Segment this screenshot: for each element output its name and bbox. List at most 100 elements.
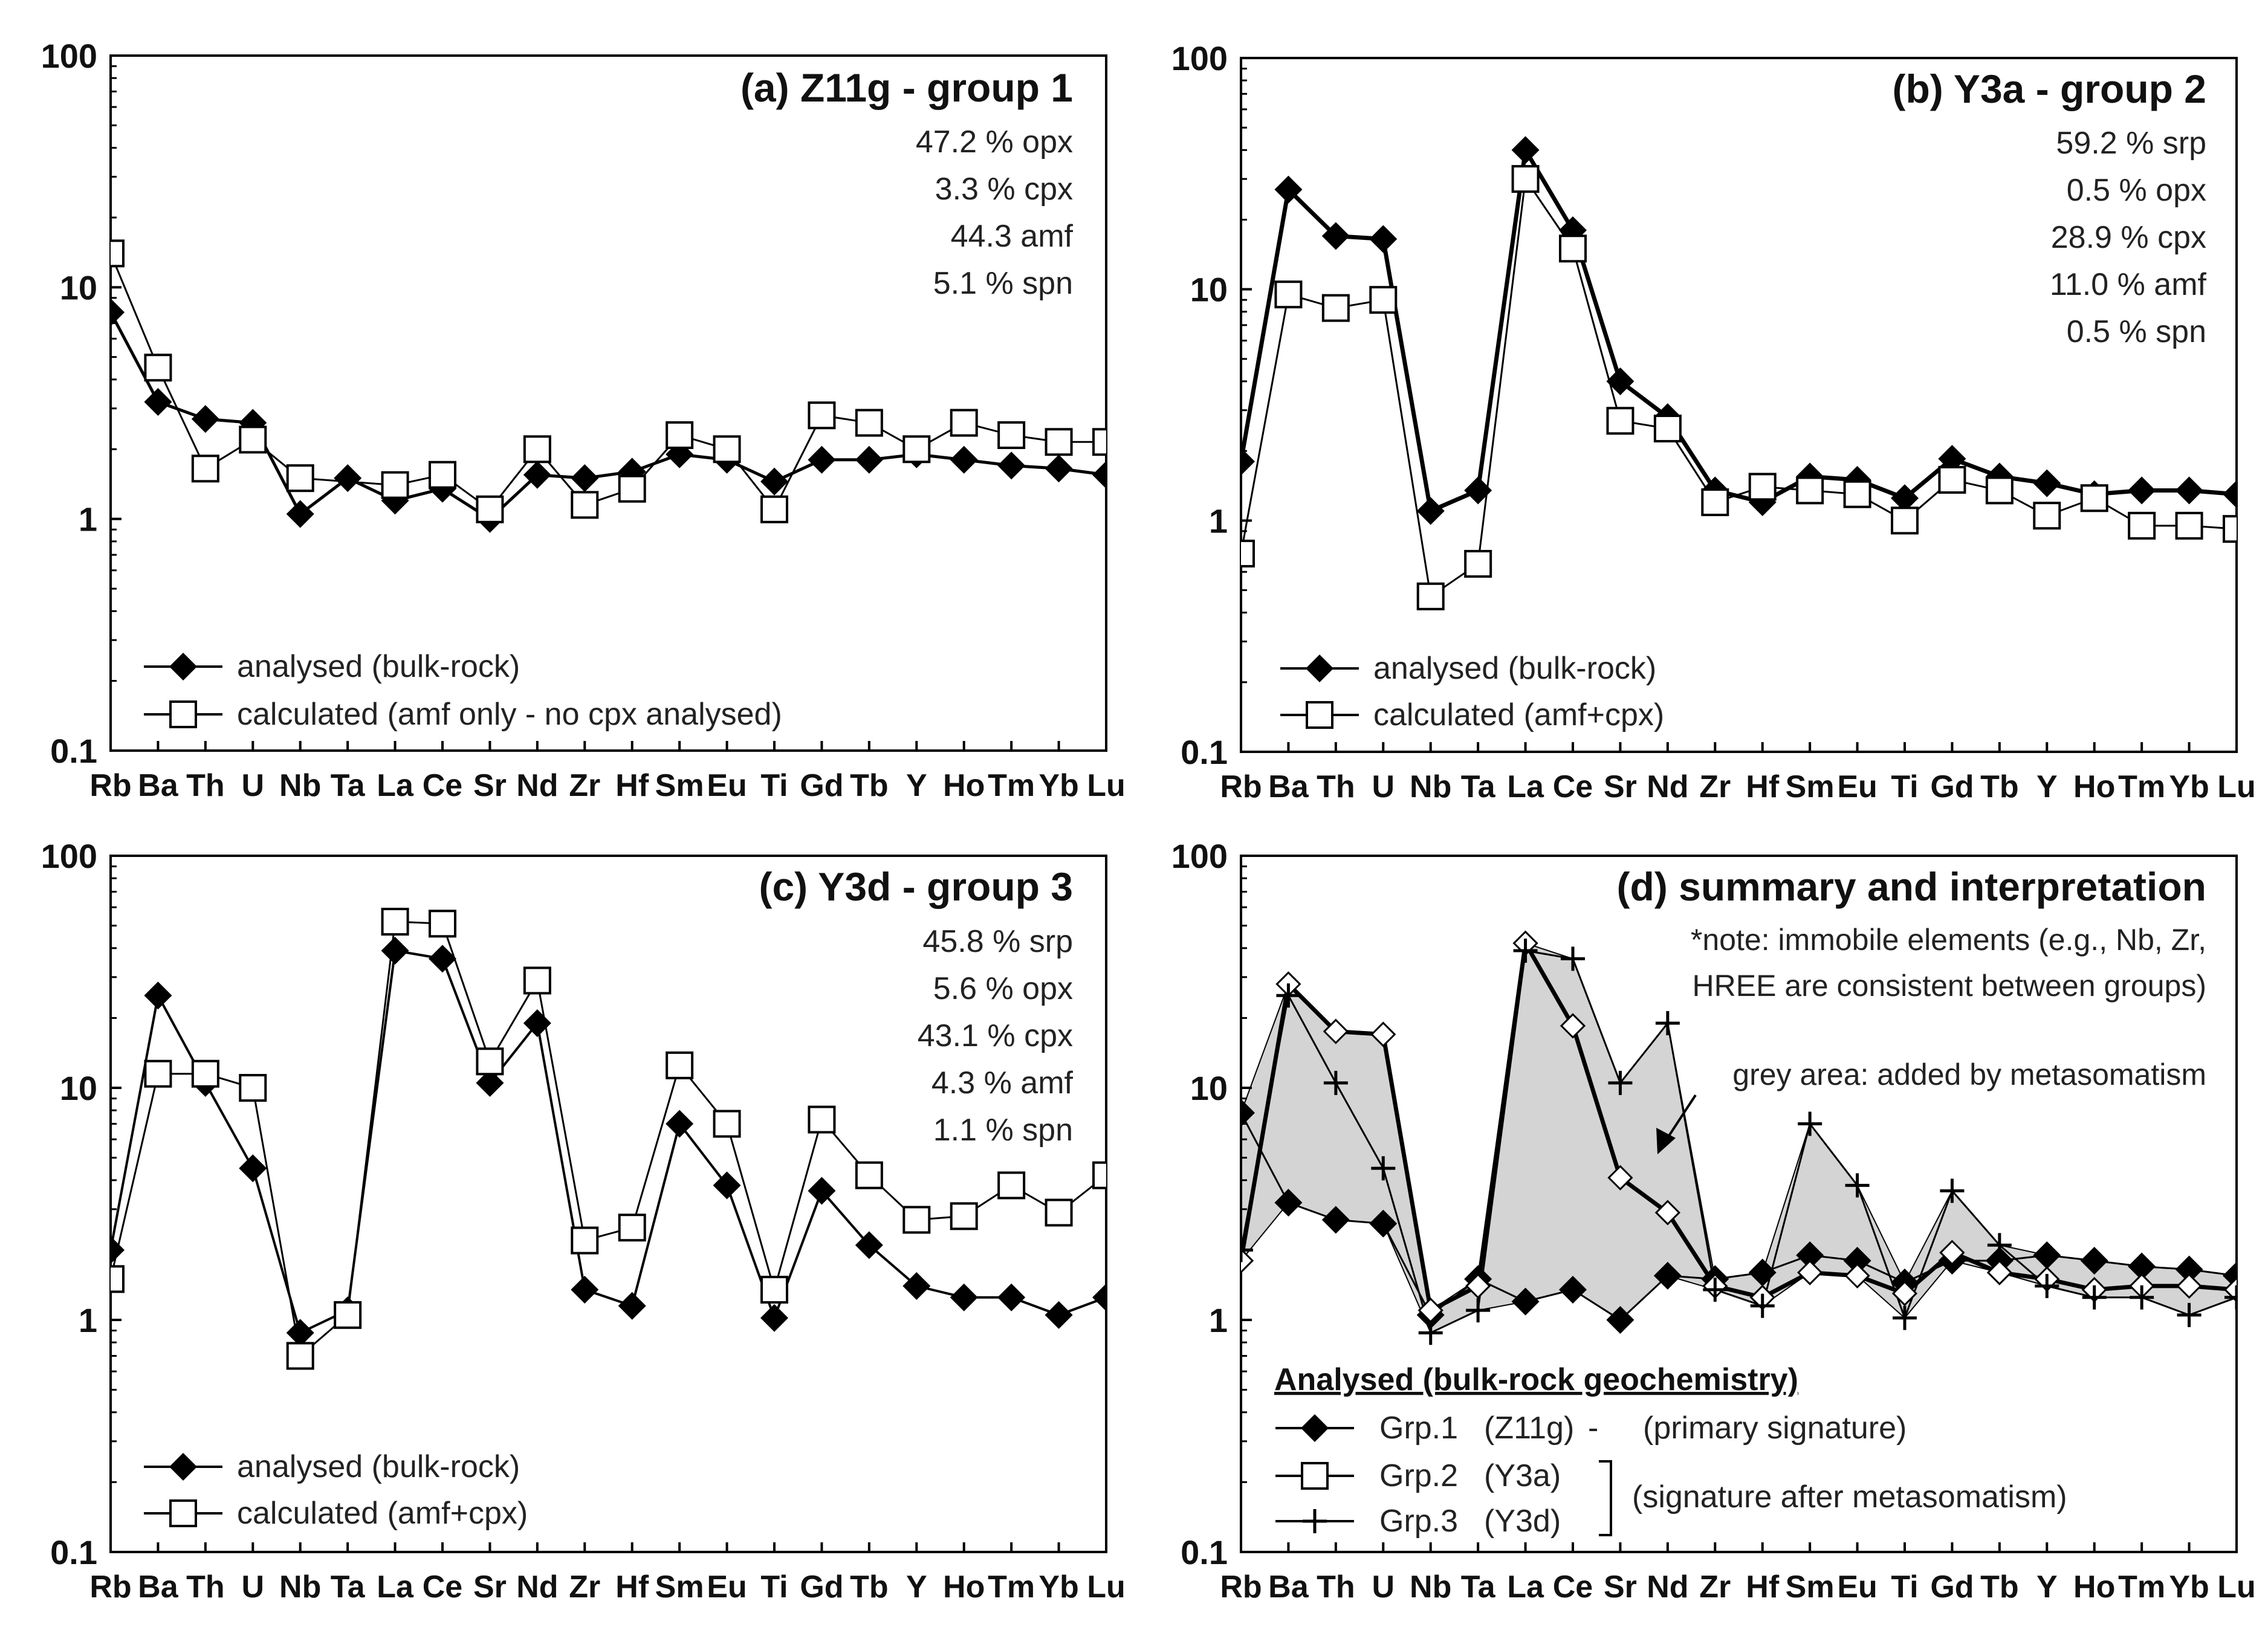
series-line [111,311,1106,521]
y-tick-label: 10 [1190,271,1228,309]
x-tick-label: Rb [89,1570,131,1605]
x-tick-label: Ce [1553,769,1593,804]
plot-frame [109,54,1107,752]
data-point [1511,136,1540,164]
data-point [1092,428,1106,456]
data-point [855,1231,883,1259]
data-point [1465,1273,1491,1299]
x-tick-label: Sm [655,768,704,803]
x-tick-label: Ta [1461,1570,1496,1605]
x-tick-label: Th [186,768,225,803]
data-point [808,401,836,430]
data-point [1843,480,1871,508]
y-tick-label: 100 [41,37,97,75]
annotation: 43.1 % cpx [918,1018,1073,1053]
data-point [1045,1301,1073,1329]
data-point [1938,445,1966,473]
data-point [618,1214,646,1242]
data-point [523,1009,551,1037]
y-tick-label: 1 [1209,502,1228,540]
x-tick-label: Zr [569,1570,600,1605]
x-tick-label: Lu [2217,1570,2256,1605]
annotation: 59.2 % srp [2056,126,2206,161]
legend-label: Grp.2 [1379,1458,1458,1493]
data-point [1653,415,1682,443]
legend-marker-diamond [1301,1414,1329,1442]
data-point [191,1059,219,1088]
legend-marker-diamond [1306,655,1333,682]
data-point [571,464,599,493]
data-point [571,1275,599,1304]
x-tick-label: Ti [760,1570,788,1605]
annotation: 5.1 % spn [933,266,1073,301]
data-point [2223,480,2237,508]
data-point [855,409,883,437]
data-point [476,495,504,523]
x-tick-label: Hf [615,768,649,803]
data-point [2176,1273,2202,1299]
x-tick-label: Y [2036,769,2058,804]
x-tick-label: Sr [1604,769,1637,804]
annotation: 3.3 % cpx [935,172,1073,207]
x-tick-label: Y [2036,1570,2058,1605]
data-point [2128,511,2156,540]
x-tick-label: Ti [1891,769,1918,804]
annotation: 47.2 % opx [916,124,1073,160]
data-point [2033,1241,2061,1269]
data-point [144,354,172,382]
x-tick-label: Ho [943,768,985,803]
x-tick-label: Eu [707,1570,747,1605]
x-tick-label: U [1372,769,1395,804]
data-point [1092,1283,1106,1311]
data-point [1369,286,1398,314]
data-point [286,500,314,528]
data-point [476,1069,504,1097]
data-point [1891,484,1919,512]
annotation: 28.9 % cpx [2051,220,2206,255]
plot-frame [1240,855,2238,1553]
x-tick-label: Eu [707,768,747,803]
data-point [713,1171,741,1200]
data-point [523,461,551,489]
data-point [1274,175,1303,204]
x-tick-label: Nd [516,768,558,803]
data-point [855,1161,883,1189]
data-point [523,966,551,995]
series-area [1241,930,2237,1345]
y-tick-label: 10 [60,268,97,306]
data-point [1045,428,1073,456]
x-tick-label: Ce [423,1570,462,1605]
legend-marker-diamond [169,1453,197,1481]
chart-title: (a) Z11g - group 1 [740,65,1073,110]
y-tick-label: 10 [60,1069,97,1107]
data-point [950,1202,978,1230]
data-point [429,945,456,973]
data-point [1464,549,1492,578]
data-point [381,937,409,965]
x-tick-label: Tm [2118,1570,2165,1605]
x-tick-label: Lu [1087,768,1126,803]
data-point [1701,488,1729,517]
x-tick-label: Hf [1746,769,1780,804]
data-point [1274,280,1303,309]
x-tick-label: Th [186,1570,225,1605]
data-point [1370,1021,1396,1047]
annotation: 45.8 % srp [922,924,1073,959]
data-point [239,1154,267,1183]
data-point [760,1275,788,1304]
x-tick-label: Tm [2118,769,2165,804]
y-tick-label: 0.1 [1181,1533,1228,1571]
x-tick-label: Tb [850,1570,889,1605]
x-tick-label: Nb [279,1570,321,1605]
data-point [381,471,409,499]
annotation: 1.1 % spn [933,1113,1073,1148]
data-point [1748,1258,1777,1287]
data-point [111,1236,125,1264]
x-tick-label: Y [906,1570,927,1605]
data-point [2175,511,2203,540]
annotation: 11.0 % amf [2050,267,2207,302]
data-point [1606,1306,1635,1334]
x-tick-label: Gd [800,1570,843,1605]
x-tick-label: Gd [800,768,843,803]
x-ticks: Rb Ba Th U Nb Ta La Ce Sr Nd Zr Hf Sm Eu Ti Gd Tb Y Ho Tm Yb… [89,1542,1126,1605]
